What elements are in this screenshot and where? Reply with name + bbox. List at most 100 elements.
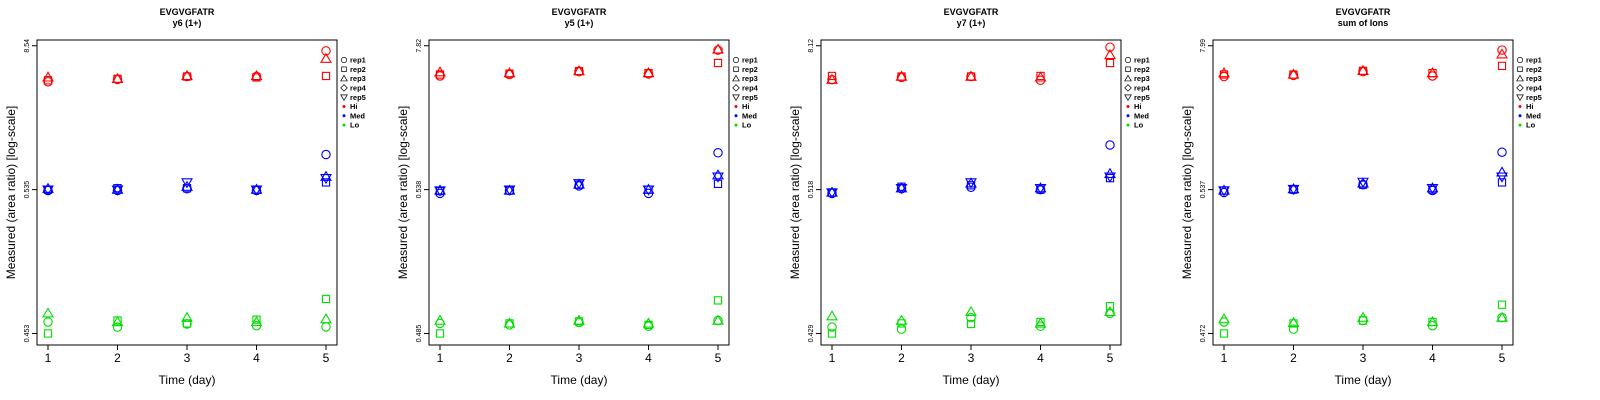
- data-point-lo-rep1: [1288, 324, 1299, 334]
- legend-marker: [1125, 66, 1131, 72]
- data-point-med-rep1: [1497, 147, 1507, 157]
- legend-label: rep1: [742, 56, 758, 65]
- data-point-lo-rep3: [1287, 316, 1300, 327]
- data-point-med-rep5: [895, 184, 908, 195]
- x-tick-label: 1: [437, 351, 444, 365]
- data-point-lo-rep3: [42, 307, 54, 318]
- y-tick-label: 8.12: [808, 39, 815, 53]
- legend-marker: [1517, 66, 1523, 72]
- data-point-hi-rep3: [642, 66, 655, 78]
- data-point-med-rep5: [1496, 172, 1508, 183]
- x-tick-label: 1: [45, 351, 52, 365]
- plot-frame: [1212, 39, 1514, 346]
- x-axis-title: Time (day): [1335, 373, 1392, 387]
- y-tick-label: 0.453: [24, 325, 31, 343]
- data-point-lo-rep3: [573, 314, 585, 325]
- data-point-med-rep3: [42, 182, 54, 193]
- legend-marker: [732, 74, 740, 82]
- y-tick-label: 7.82: [416, 39, 423, 53]
- data-point-med-rep3: [250, 183, 263, 194]
- legend-label: Lo: [1526, 121, 1536, 130]
- data-point-hi-rep3: [1104, 48, 1116, 60]
- legend-marker: [1518, 123, 1522, 127]
- data-point-med-rep3: [111, 183, 124, 194]
- y-axis-title: Measured (area ratio) [log-scale]: [396, 106, 410, 279]
- data-point-hi-rep3: [826, 73, 838, 84]
- data-point-hi-rep2: [435, 70, 445, 79]
- data-point-med-rep3: [181, 180, 193, 191]
- legend-label: rep3: [1526, 74, 1542, 83]
- legend-label: rep3: [1134, 74, 1150, 83]
- data-point-med-rep5: [712, 172, 724, 183]
- y-axis-title: Measured (area ratio) [log-scale]: [788, 106, 802, 279]
- legend-label: rep3: [742, 74, 758, 83]
- data-point-hi-rep3: [895, 70, 908, 81]
- legend-marker: [341, 66, 347, 72]
- data-point-med-rep5: [503, 185, 516, 196]
- data-point-hi-rep3: [42, 71, 54, 82]
- legend-label: Med: [742, 111, 757, 120]
- data-point-med-rep2: [1497, 178, 1507, 187]
- data-point-hi-rep3: [181, 69, 193, 81]
- data-point-lo-rep2: [897, 319, 906, 328]
- legend-label: Lo: [742, 121, 752, 130]
- legend-marker: [733, 66, 739, 72]
- data-point-hi-rep3: [1357, 64, 1369, 75]
- legend-label: Med: [1526, 111, 1541, 120]
- data-point-lo-rep3: [895, 314, 908, 325]
- data-point-med-rep3: [1496, 166, 1508, 177]
- legend-marker: [340, 94, 348, 102]
- data-point-hi-rep1: [321, 46, 331, 56]
- chart-title: EVGVGFATR: [160, 7, 215, 17]
- data-point-lo-rep1: [966, 312, 976, 323]
- legend-marker: [342, 105, 346, 108]
- legend-label: rep2: [1134, 65, 1150, 74]
- x-tick-label: 1: [1221, 351, 1228, 365]
- data-point-med-rep1: [713, 148, 723, 158]
- data-point-hi-rep1: [1105, 42, 1115, 52]
- data-point-hi-rep3: [712, 43, 724, 54]
- data-point-hi-rep3: [573, 64, 585, 76]
- data-point-med-rep5: [181, 178, 193, 189]
- legend-label: Hi: [1134, 102, 1142, 111]
- data-point-med-rep3: [895, 182, 908, 193]
- data-point-lo-rep2: [827, 329, 837, 338]
- data-point-lo-rep3: [434, 314, 446, 325]
- legend-marker: [1126, 105, 1130, 108]
- data-point-hi-rep3: [1496, 48, 1508, 59]
- x-tick-label: 2: [898, 351, 905, 365]
- legend-marker: [732, 94, 740, 102]
- data-point-hi-rep3: [503, 66, 516, 78]
- legend-label: rep5: [350, 93, 366, 102]
- data-point-med-rep5: [1426, 184, 1439, 195]
- legend-label: rep1: [1134, 56, 1150, 65]
- legend-label: rep4: [350, 84, 367, 93]
- legend-label: rep1: [350, 56, 366, 65]
- data-point-med-rep3: [826, 186, 838, 197]
- legend-label: rep5: [1134, 93, 1150, 102]
- data-point-med-rep5: [573, 179, 585, 190]
- data-point-lo-rep3: [181, 311, 193, 322]
- y-tick-label: 0.472: [1200, 325, 1207, 343]
- data-point-lo-rep2: [966, 319, 976, 329]
- data-point-med-rep2: [713, 179, 723, 189]
- legend-label: Hi: [742, 102, 750, 111]
- y-tick-label: 0.429: [808, 325, 815, 343]
- x-tick-label: 5: [1107, 351, 1114, 365]
- chart-subtitle: sum of Ions: [1338, 18, 1389, 28]
- data-point-lo-rep1: [321, 322, 331, 332]
- legend-marker: [1124, 56, 1132, 64]
- data-point-lo-rep2: [43, 329, 53, 338]
- data-point-lo-rep1: [504, 320, 515, 330]
- data-point-lo-rep3: [712, 314, 724, 325]
- data-point-lo-rep3: [1426, 315, 1439, 327]
- legend-label: rep5: [1526, 93, 1542, 102]
- legend-marker: [1124, 74, 1132, 82]
- data-point-med-rep5: [1287, 184, 1300, 196]
- legend-marker: [342, 123, 346, 127]
- x-tick-label: 3: [576, 351, 583, 365]
- data-point-lo-rep3: [826, 310, 838, 321]
- data-point-med-rep5: [826, 188, 838, 199]
- plot-frame: [428, 39, 730, 346]
